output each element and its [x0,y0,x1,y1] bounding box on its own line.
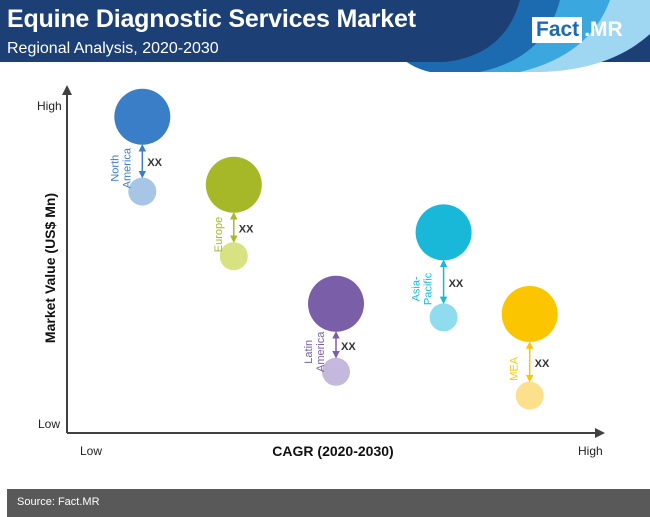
region-label-europe: Europe [213,217,225,252]
logo-text-right: .MR [584,18,623,41]
x-tick-label-low: Low [80,444,102,458]
y-tick-label-high: High [37,99,62,113]
bubble-north-america-future [128,177,157,206]
region-label-line: Asia- [411,276,423,301]
region-label-line: MEA [509,356,521,381]
logo-text-left: Fact [532,17,583,43]
region-label-line: North [109,155,121,182]
change-label-asia-pacific: XX [449,278,464,290]
bubble-europe-future [219,242,248,271]
region-label-north-america: NorthAmerica [109,147,133,188]
footer-bar: Source: Fact.MR [7,489,650,517]
x-tick-label-high: High [578,444,603,458]
header-title-band [0,0,520,62]
y-axis-title: Market Value (US$ Mn) [42,193,58,343]
bubble-north-america-current [114,88,171,145]
change-label-mea: XX [535,358,550,370]
x-axis-title: CAGR (2020-2030) [272,443,393,459]
region-label-line: Pacific [423,272,435,305]
chart-title: Equine Diagnostic Services Market [7,5,416,33]
change-label-latin-america: XX [341,341,356,353]
source-note: Source: Fact.MR [17,496,100,508]
region-label-line: Latin [303,340,315,364]
chart-subtitle: Regional Analysis, 2020-2030 [7,40,219,57]
region-label-mea: MEA [509,356,521,381]
factmr-logo: Fact .MR [532,17,625,43]
region-label-latin-america: LatinAmerica [303,331,327,372]
change-label-europe: XX [239,224,254,236]
bubble-europe-current [205,156,262,213]
region-label-asia-pacific: Asia-Pacific [411,272,435,305]
bubble-chart: High Low Low High CAGR (2020-2030) Market Val… [37,85,605,459]
bubble-latin-america-current [308,275,364,332]
region-label-line: America [121,147,133,188]
bubble-asia-pacific-current [415,204,472,261]
y-tick-label-low: Low [38,417,60,431]
bubble-latin-america-future [322,357,350,386]
header-banner: Equine Diagnostic Services Market Region… [0,0,650,78]
change-label-north-america: XX [147,157,162,169]
region-label-line: Europe [213,217,225,252]
bubble-mea-future [515,381,544,410]
region-label-line: America [315,331,327,372]
bubble-asia-pacific-future [429,303,458,332]
bubble-mea-current [501,286,558,342]
